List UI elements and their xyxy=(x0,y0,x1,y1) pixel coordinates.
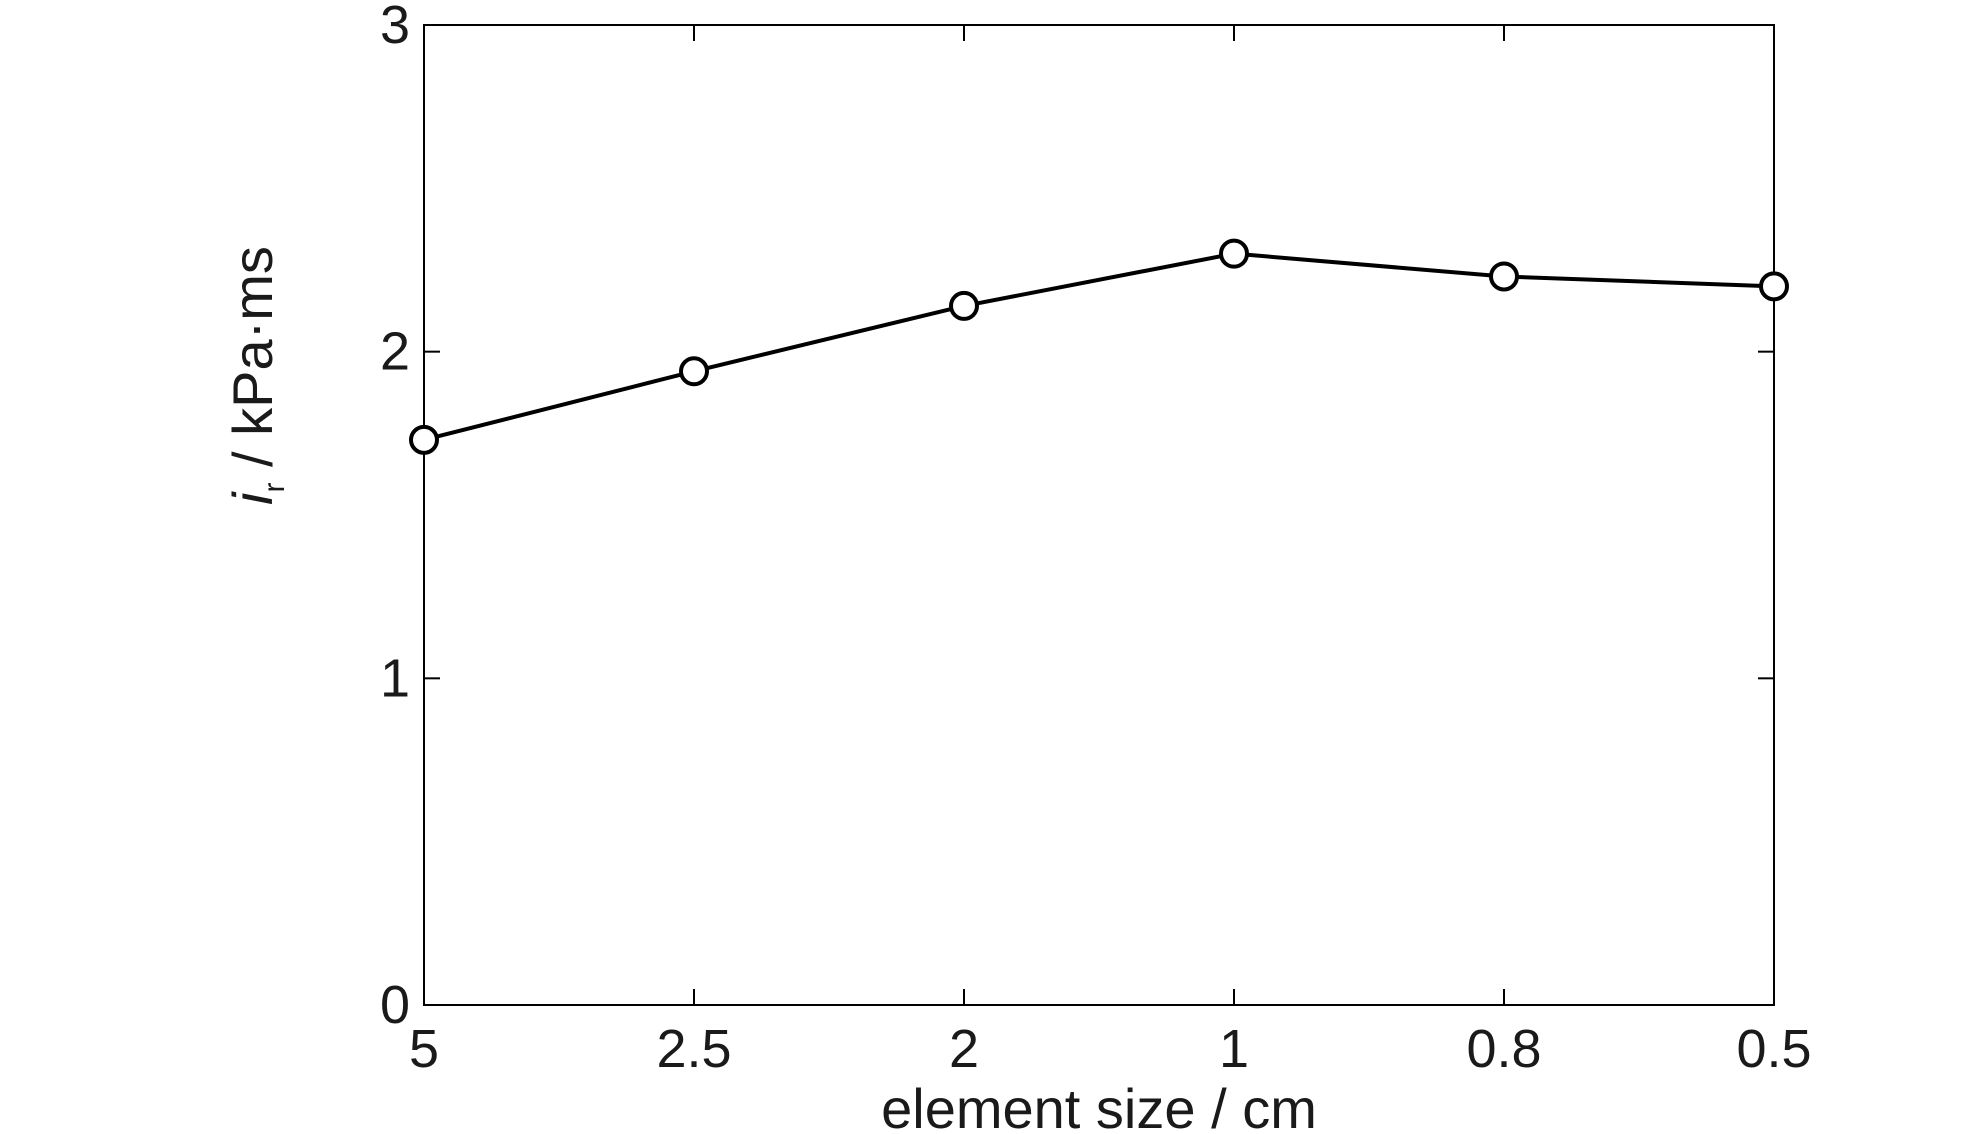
series-layer xyxy=(409,238,1789,455)
x-axis-ticks: 5 2.5 2 1 0.8 0.5 xyxy=(409,25,1812,1079)
plot-frame xyxy=(423,24,1775,1006)
data-point-marker xyxy=(409,424,439,455)
x-tick-label: 2 xyxy=(949,1019,979,1079)
y-axis-label-subscript: r xyxy=(258,483,291,493)
data-point-marker xyxy=(1219,238,1249,269)
y-axis-label-symbol: i xyxy=(221,491,284,505)
y-tick-label: 2 xyxy=(380,322,410,382)
x-tick-label: 2.5 xyxy=(656,1019,731,1079)
x-tick-label: 1 xyxy=(1219,1019,1249,1079)
plot-area xyxy=(423,24,1775,1006)
y-axis-ticks: 0 1 2 3 xyxy=(380,0,1774,1035)
data-point-marker xyxy=(679,356,709,387)
data-point-marker xyxy=(1489,261,1519,292)
x-tick-label: 0.8 xyxy=(1466,1019,1541,1079)
series-line xyxy=(423,251,1775,442)
x-tick-label: 5 xyxy=(409,1019,439,1079)
x-axis-label: element size / cm xyxy=(881,1077,1317,1134)
data-point-marker xyxy=(1759,271,1789,302)
x-tick-label: 0.5 xyxy=(1736,1019,1811,1079)
y-tick-label: 0 xyxy=(380,975,410,1035)
data-point-marker xyxy=(949,290,979,321)
y-tick-label: 3 xyxy=(380,0,410,55)
y-tick-label: 1 xyxy=(380,648,410,708)
y-axis-label-unit: / kPa·ms xyxy=(221,246,284,482)
y-axis-label: ir / kPa·ms xyxy=(221,246,291,505)
